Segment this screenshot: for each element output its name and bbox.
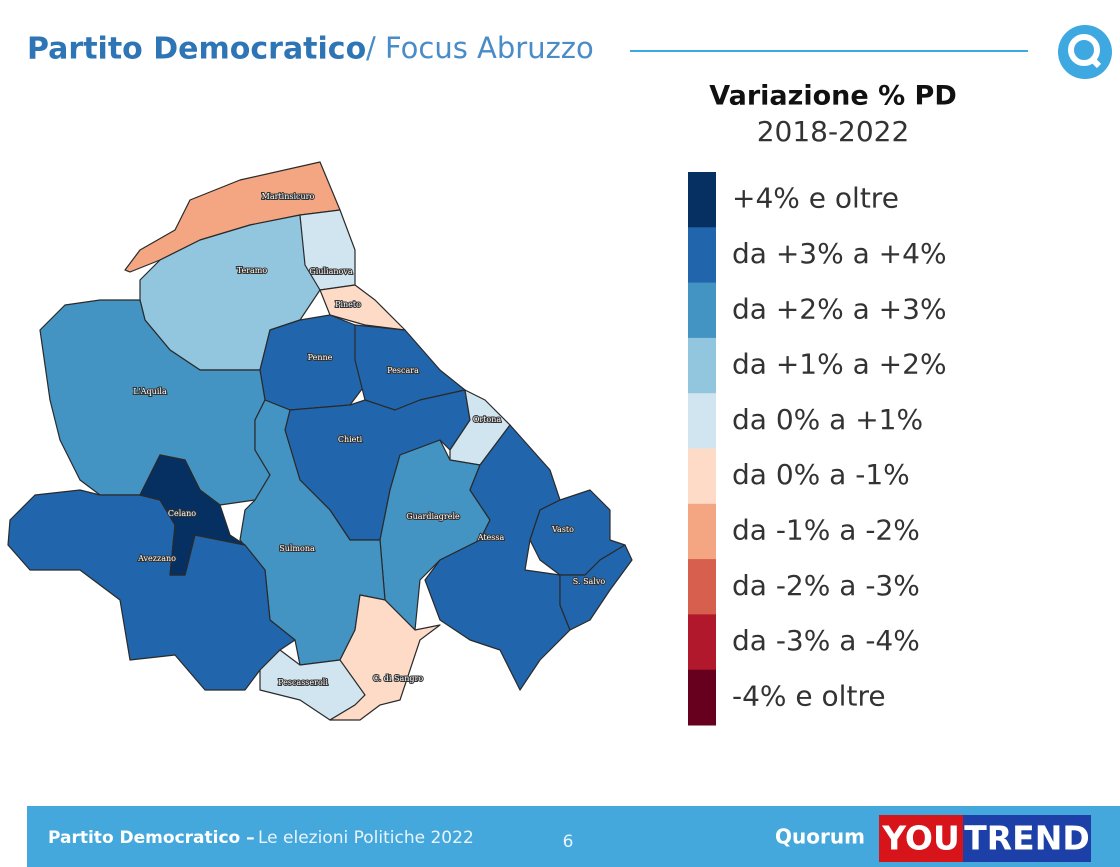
legend-swatch xyxy=(688,669,716,726)
legend-label: da +2% a +3% xyxy=(732,292,947,325)
legend-swatch xyxy=(688,227,716,284)
legend-label: -4% e oltre xyxy=(732,679,886,712)
region-label: C. di Sangro xyxy=(373,674,423,683)
region-label: Ortona xyxy=(473,415,502,424)
region-label: Atessa xyxy=(477,533,505,542)
region-label: Giulianova xyxy=(309,267,352,276)
legend-label: da 0% a -1% xyxy=(732,458,910,491)
region-label: Celano xyxy=(168,509,196,518)
region xyxy=(139,454,246,576)
legend-swatch xyxy=(688,393,716,449)
map: Martinsicuro Teramo Giulianova Pineto Pe… xyxy=(7,161,633,721)
footer-subtitle: Le elezioni Politiche 2022 xyxy=(258,828,474,848)
legend-swatch xyxy=(688,448,716,505)
region-label: Sulmona xyxy=(279,544,315,553)
brand-left: YOU xyxy=(881,819,960,858)
legend-label: da -3% a -4% xyxy=(732,624,920,657)
region xyxy=(559,544,633,631)
brand-box-right xyxy=(963,815,1091,862)
header-subtitle: / Focus Abruzzo xyxy=(366,31,594,65)
quorum-icon xyxy=(1058,25,1112,79)
header-title: Partito Democratico xyxy=(27,32,366,67)
legend-swatch xyxy=(688,172,716,228)
legend-swatch xyxy=(688,614,716,671)
region-label: Pescara xyxy=(387,366,419,375)
legend-swatch xyxy=(688,559,716,615)
legend-label: da +1% a +2% xyxy=(732,348,947,381)
brand-right: TREND xyxy=(964,819,1089,858)
region-label: Guardiagrele xyxy=(406,512,460,521)
region-label: Penne xyxy=(308,353,333,362)
legend-label: da -2% a -3% xyxy=(732,569,920,602)
legend-label: da 0% a +1% xyxy=(732,403,923,436)
region-label: Pescasseroli xyxy=(278,678,328,687)
legend-label: da -1% a -2% xyxy=(732,513,920,546)
brand-box-left xyxy=(879,815,963,862)
legend: +4% e oltre da +3% a +4% da +2% a +3% da +1… xyxy=(688,172,947,726)
legend-subtitle: 2018-2022 xyxy=(757,115,910,148)
legend-swatch xyxy=(688,503,716,560)
region xyxy=(329,594,441,721)
region-label: Avezzano xyxy=(137,554,176,563)
legend-label: +4% e oltre xyxy=(732,182,899,215)
footer-logo: Quorum xyxy=(775,825,865,849)
legend-swatch xyxy=(688,282,716,339)
region-label: S. Salvo xyxy=(573,577,606,586)
region-label: Vasto xyxy=(551,525,574,534)
page-number: 6 xyxy=(563,832,574,852)
legend-swatch xyxy=(688,337,716,394)
region-label: Chieti xyxy=(338,435,363,444)
region-label: Teramo xyxy=(237,266,268,275)
legend-title: Variazione % PD xyxy=(709,81,957,112)
region-label: L'Aquila xyxy=(133,387,167,396)
region-label: Martinsicuro xyxy=(262,192,315,201)
footer-title: Partito Democratico – xyxy=(48,828,255,848)
legend-label: da +3% a +4% xyxy=(732,237,947,270)
region-label: Pineto xyxy=(335,300,361,309)
